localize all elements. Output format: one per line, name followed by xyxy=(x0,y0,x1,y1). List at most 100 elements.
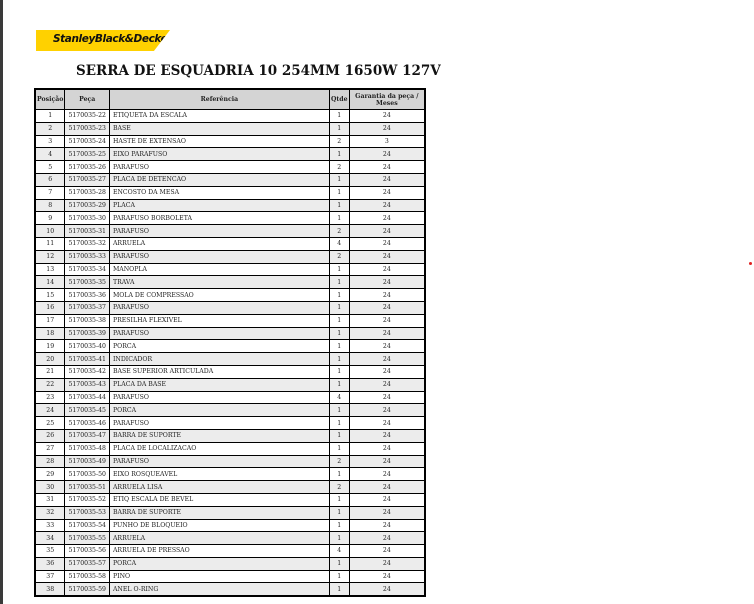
cell-referencia: BARRA DE SUPORTE xyxy=(108,428,330,443)
cell-peca: 5170035-29 xyxy=(64,198,110,213)
cell-garantia: 24 xyxy=(348,454,426,469)
cell-garantia: 24 xyxy=(348,109,426,123)
cell-qtde: 2 xyxy=(328,454,350,469)
table-row: 12 5170035-33 PARAFUSO 2 24 xyxy=(34,249,426,264)
stanley-black-decker-logo: StanleyBlack&Decker xyxy=(36,30,170,51)
cell-garantia: 24 xyxy=(348,211,426,226)
cell-garantia: 24 xyxy=(348,147,426,162)
header-garantia: Garantia da peça / Meses xyxy=(348,88,426,110)
table-row: 16 5170035-37 PARAFUSO 1 24 xyxy=(34,300,426,315)
cell-peca: 5170035-43 xyxy=(64,377,110,392)
table-row: 33 5170035-54 PUNHO DE BLOQUEIO 1 24 xyxy=(34,518,426,533)
cell-qtde: 1 xyxy=(328,556,350,571)
cell-referencia: EIXO ROSQUEAVEL xyxy=(108,467,330,482)
cell-qtde: 1 xyxy=(328,582,350,597)
cell-posicao: 37 xyxy=(34,569,66,584)
cell-qtde: 1 xyxy=(328,416,350,430)
cell-qtde: 4 xyxy=(328,236,350,251)
cell-referencia: PARAFUSO BORBOLETA xyxy=(108,211,330,226)
cell-referencia: PRESILHA FLEXIVEL xyxy=(108,313,330,328)
cell-peca: 5170035-47 xyxy=(64,428,110,443)
table-row: 11 5170035-32 ARRUELA 4 24 xyxy=(34,236,426,251)
cell-garantia: 24 xyxy=(348,339,426,354)
cell-garantia: 24 xyxy=(348,198,426,213)
cell-referencia: HASTE DE EXTENSAO xyxy=(108,134,330,149)
cell-qtde: 2 xyxy=(328,249,350,264)
table-row: 1 5170035-22 ETIQUETA DA ESCALA 1 24 xyxy=(34,109,426,123)
cell-peca: 5170035-46 xyxy=(64,416,110,430)
cell-peca: 5170035-36 xyxy=(64,288,110,302)
cell-garantia: 24 xyxy=(348,390,426,405)
table-row: 2 5170035-23 BASE 1 24 xyxy=(34,121,426,136)
cell-posicao: 16 xyxy=(34,300,66,315)
cell-peca: 5170035-40 xyxy=(64,339,110,354)
cell-posicao: 31 xyxy=(34,492,66,507)
cell-garantia: 24 xyxy=(348,313,426,328)
cell-qtde: 1 xyxy=(328,531,350,546)
table-row: 14 5170035-35 TRAVA 1 24 xyxy=(34,275,426,290)
cell-peca: 5170035-24 xyxy=(64,134,110,149)
table-row: 6 5170035-27 PLACA DE DETENCAO 1 24 xyxy=(34,172,426,187)
cell-qtde: 4 xyxy=(328,544,350,558)
cell-posicao: 23 xyxy=(34,390,66,405)
cell-garantia: 24 xyxy=(348,403,426,418)
cell-referencia: PARAFUSO xyxy=(108,300,330,315)
cell-posicao: 34 xyxy=(34,531,66,546)
cell-qtde: 1 xyxy=(328,403,350,418)
header-qtde: Qtde xyxy=(328,88,350,110)
cell-garantia: 24 xyxy=(348,185,426,200)
cell-garantia: 24 xyxy=(348,121,426,136)
cell-qtde: 1 xyxy=(328,377,350,392)
cell-posicao: 25 xyxy=(34,416,66,430)
cell-garantia: 24 xyxy=(348,364,426,379)
table-row: 25 5170035-46 PARAFUSO 1 24 xyxy=(34,416,426,430)
cell-qtde: 1 xyxy=(328,428,350,443)
cell-referencia: ETIQUETA DA ESCALA xyxy=(108,109,330,123)
cell-peca: 5170035-51 xyxy=(64,480,110,494)
cell-qtde: 2 xyxy=(328,480,350,494)
table-row: 36 5170035-57 PORCA 1 24 xyxy=(34,556,426,571)
cell-garantia: 24 xyxy=(348,172,426,187)
cell-garantia: 24 xyxy=(348,160,426,174)
cell-posicao: 8 xyxy=(34,198,66,213)
cell-qtde: 1 xyxy=(328,185,350,200)
table-row: 37 5170035-58 PINO 1 24 xyxy=(34,569,426,584)
cell-qtde: 1 xyxy=(328,121,350,136)
cell-referencia: PUNHO DE BLOQUEIO xyxy=(108,518,330,533)
cell-qtde: 1 xyxy=(328,109,350,123)
cell-peca: 5170035-22 xyxy=(64,109,110,123)
cell-posicao: 35 xyxy=(34,544,66,558)
cell-garantia: 24 xyxy=(348,249,426,264)
cell-posicao: 10 xyxy=(34,224,66,238)
table-row: 15 5170035-36 MOLA DE COMPRESSAO 1 24 xyxy=(34,288,426,302)
cell-referencia: ARRUELA xyxy=(108,531,330,546)
cell-peca: 5170035-59 xyxy=(64,582,110,597)
cell-peca: 5170035-33 xyxy=(64,249,110,264)
cell-peca: 5170035-55 xyxy=(64,531,110,546)
table-row: 20 5170035-41 INDICADOR 1 24 xyxy=(34,352,426,366)
table-row: 29 5170035-50 EIXO ROSQUEAVEL 1 24 xyxy=(34,467,426,482)
cell-garantia: 24 xyxy=(348,582,426,597)
cell-posicao: 36 xyxy=(34,556,66,571)
cell-referencia: TRAVA xyxy=(108,275,330,290)
table-row: 21 5170035-42 BASE SUPERIOR ARTICULADA 1 24 xyxy=(34,364,426,379)
cell-qtde: 1 xyxy=(328,262,350,277)
table-row: 28 5170035-49 PARAFUSO 2 24 xyxy=(34,454,426,469)
cell-posicao: 3 xyxy=(34,134,66,149)
cell-peca: 5170035-42 xyxy=(64,364,110,379)
cell-peca: 5170035-53 xyxy=(64,505,110,520)
cell-posicao: 19 xyxy=(34,339,66,354)
cell-peca: 5170035-50 xyxy=(64,467,110,482)
cell-peca: 5170035-54 xyxy=(64,518,110,533)
cell-garantia: 24 xyxy=(348,377,426,392)
cell-posicao: 9 xyxy=(34,211,66,226)
cell-qtde: 1 xyxy=(328,300,350,315)
cell-qtde: 1 xyxy=(328,313,350,328)
cell-posicao: 29 xyxy=(34,467,66,482)
cell-peca: 5170035-45 xyxy=(64,403,110,418)
cell-qtde: 1 xyxy=(328,518,350,533)
cell-qtde: 1 xyxy=(328,352,350,366)
cell-peca: 5170035-23 xyxy=(64,121,110,136)
cell-peca: 5170035-56 xyxy=(64,544,110,558)
cell-qtde: 1 xyxy=(328,172,350,187)
